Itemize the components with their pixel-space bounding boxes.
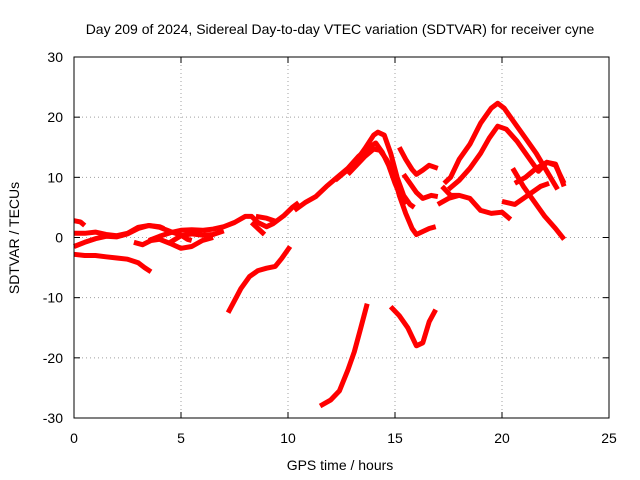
chart-title: Day 209 of 2024, Sidereal Day-to-day VTE… [86, 21, 595, 37]
series-line-arc-17 [388, 304, 438, 349]
y-tick-label: 30 [47, 49, 63, 65]
y-tick-label: 20 [47, 109, 63, 125]
x-tick-label: 10 [280, 430, 296, 446]
series-line-arc-22 [510, 167, 567, 241]
series-line-arc-14 [397, 146, 439, 177]
series-line-arc-4 [73, 218, 87, 228]
series-line-arc-8 [249, 220, 267, 237]
series-line-arc-15 [401, 172, 439, 201]
series-line-arc-19 [446, 123, 567, 192]
series-line-arc-12 [333, 129, 416, 210]
x-tick-label: 15 [387, 430, 403, 446]
series-line-arc-5 [133, 235, 214, 251]
y-tick-label: -30 [43, 410, 63, 426]
series-line-arc-10 [225, 245, 293, 314]
y-axis-label: SDTVAR / TECUs [6, 182, 22, 294]
series-line-arc-23 [440, 184, 513, 222]
y-tick-label: 10 [47, 169, 63, 185]
x-tick-label: 0 [70, 430, 78, 446]
x-axis-label: GPS time / hours [287, 457, 394, 473]
y-tick-label: -20 [43, 350, 63, 366]
y-tick-label: 0 [55, 230, 63, 246]
ticks: 0 5 10 15 20 25 -30 -20 -10 0 10 20 30 [43, 49, 617, 446]
x-tick-label: 5 [177, 430, 185, 446]
x-tick-label: 25 [601, 430, 617, 446]
series-line-arc-2 [73, 251, 153, 274]
series-layer [73, 100, 567, 409]
series-line-arc-7 [168, 228, 225, 245]
y-tick-label: -10 [43, 290, 63, 306]
x-tick-label: 20 [494, 430, 510, 446]
series-line-arc-21 [513, 159, 567, 188]
series-line-arc-13 [346, 146, 437, 237]
series-line-arc-18 [442, 100, 560, 191]
series-line-arc-9 [255, 213, 279, 225]
series-line-arc-24 [436, 192, 460, 207]
series-line-arc-16 [318, 303, 370, 409]
